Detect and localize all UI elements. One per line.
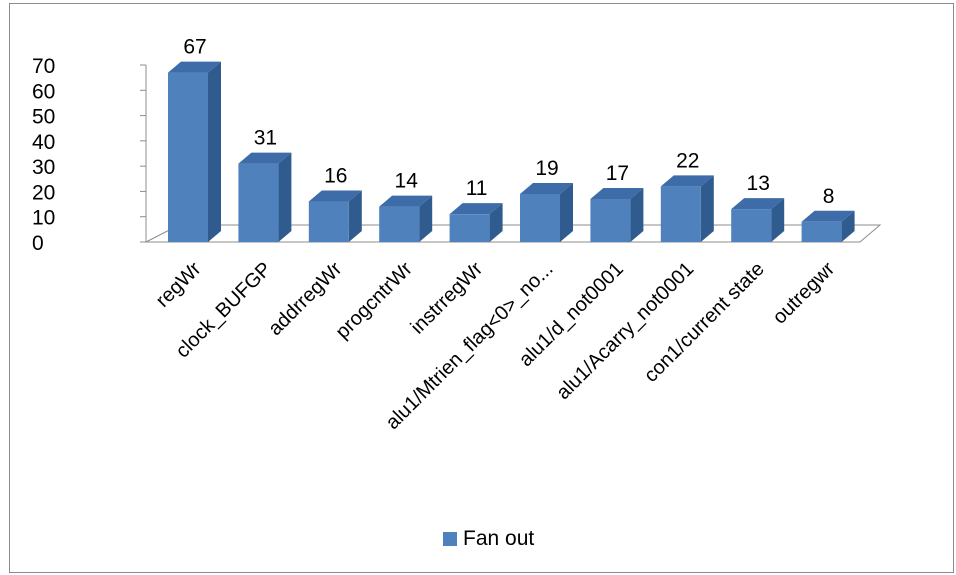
- data-label: 31: [254, 127, 277, 150]
- bar-front: [520, 193, 560, 242]
- bar-side: [489, 203, 503, 242]
- y-tick-label: 30: [32, 156, 55, 179]
- bar-front: [731, 209, 772, 242]
- legend: Fan out: [443, 527, 534, 551]
- bar-front: [801, 221, 842, 242]
- bar-front: [660, 186, 701, 242]
- bar-con1/current state: [731, 198, 785, 242]
- data-label: 17: [606, 162, 629, 185]
- bar-top: [308, 190, 362, 202]
- y-tick-label: 10: [32, 207, 55, 230]
- bar-side: [771, 198, 785, 242]
- bar-front: [308, 201, 349, 242]
- bar-side: [278, 152, 292, 242]
- category-label: outregwr: [769, 258, 840, 329]
- data-label: 8: [823, 185, 835, 208]
- bar-side: [560, 182, 573, 242]
- bar-side: [841, 210, 855, 242]
- bar-top: [731, 198, 785, 210]
- bar-side: [348, 190, 362, 242]
- bar-front: [238, 163, 279, 242]
- bar-alu1/Mtrien_flag<0>_no...: [520, 182, 573, 242]
- y-tick-label: 20: [32, 181, 55, 204]
- bar-top: [660, 175, 714, 187]
- data-label: 11: [466, 177, 488, 200]
- bar-clock_BUFGP: [238, 152, 292, 242]
- y-tick-label: 0: [32, 232, 44, 255]
- bar-front: [168, 72, 208, 242]
- bar-regWr: [168, 61, 221, 243]
- y-tick-label: 50: [32, 106, 55, 129]
- legend-label: Fan out: [463, 527, 535, 550]
- bar-top: [168, 61, 221, 73]
- bar-front: [449, 214, 490, 242]
- legend-swatch: [443, 532, 457, 546]
- chart-frame: [9, 3, 954, 573]
- bar-side: [700, 175, 714, 242]
- category-label: regWr: [152, 258, 206, 312]
- category-label: alu1/Acarry_not0001: [552, 258, 698, 404]
- data-label: 13: [747, 172, 770, 195]
- bar-side: [419, 195, 433, 242]
- data-label: 22: [676, 149, 699, 172]
- bar-top: [449, 203, 503, 215]
- category-label: progcntrWr: [331, 258, 416, 343]
- bar-side: [630, 188, 644, 242]
- y-tick-label: 70: [32, 55, 55, 78]
- y-tick-label: 60: [32, 80, 55, 103]
- bar-top: [801, 210, 855, 222]
- bar-top: [238, 152, 292, 164]
- bar-alu1/d_not0001: [590, 188, 644, 242]
- bar-side: [208, 61, 221, 243]
- bar-top: [379, 195, 433, 207]
- bar-outregwr: [801, 210, 855, 242]
- bar-top: [520, 182, 573, 194]
- bar-front: [590, 199, 631, 242]
- data-label: 67: [183, 36, 206, 59]
- data-label: 19: [535, 157, 558, 180]
- bar-addrregWr: [308, 190, 362, 242]
- bar-instrregWr: [449, 203, 503, 242]
- y-tick-label: 40: [32, 131, 55, 154]
- data-label: 14: [395, 170, 419, 193]
- bar-progcntrWr: [379, 195, 433, 242]
- bar-alu1/Acarry_not0001: [660, 175, 714, 242]
- bar-front: [379, 206, 420, 242]
- data-label: 16: [324, 165, 347, 188]
- bar-top: [590, 188, 644, 200]
- category-label: con1/current state: [640, 258, 769, 387]
